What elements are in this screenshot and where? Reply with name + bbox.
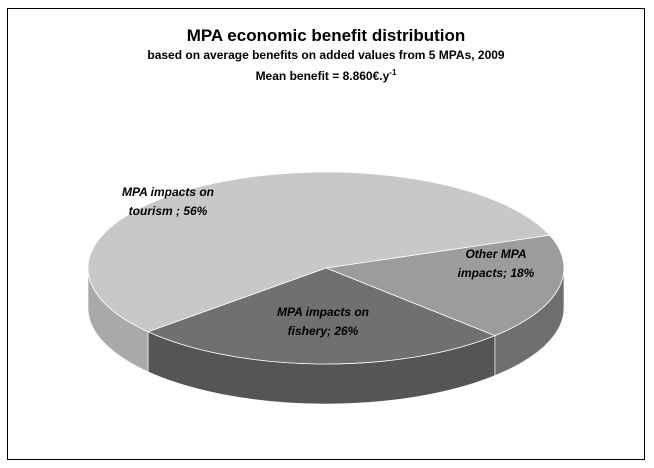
slice-label-fishery-26: MPA impacts on fishery; 26% bbox=[277, 305, 369, 338]
slice-label-line1: MPA impacts on bbox=[122, 185, 214, 199]
slice-label-tourism-56: MPA impacts on tourism ; 56% bbox=[122, 185, 214, 218]
chart-titles: MPA economic benefit distribution based … bbox=[8, 25, 644, 85]
pie-slice-tourism-56 bbox=[87, 171, 551, 333]
chart-title: MPA economic benefit distribution bbox=[186, 26, 466, 45]
slice-label-line2: fishery; 26% bbox=[288, 324, 359, 338]
slice-label-line2: impacts; 18% bbox=[458, 266, 535, 280]
chart-note-text: Mean benefit = 8.860€.y bbox=[255, 69, 390, 83]
slice-label-line2: tourism ; 56% bbox=[129, 204, 208, 218]
chart-note-superscript: -1 bbox=[389, 68, 397, 77]
slice-label-line1: MPA impacts on bbox=[277, 305, 369, 319]
slice-label-line1: Other MPA bbox=[465, 247, 526, 261]
slice-label-impacts-18: Other MPA impacts; 18% bbox=[458, 247, 535, 280]
chart-note: Mean benefit = 8.860€.y-1 bbox=[8, 64, 644, 85]
pie-slice-impacts-18 bbox=[324, 234, 565, 337]
pie-slice-fishery-26 bbox=[146, 267, 496, 365]
chart-subtitle: based on average benefits on added value… bbox=[147, 48, 505, 62]
